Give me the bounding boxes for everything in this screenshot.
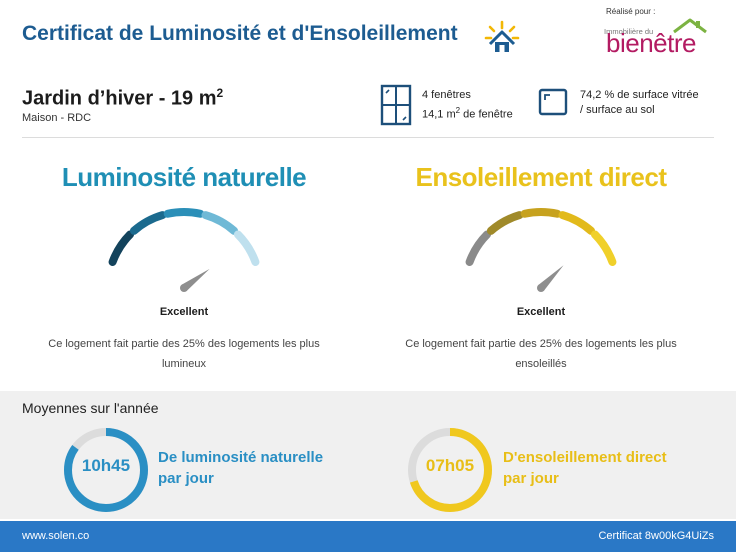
gauge-needle: [181, 268, 210, 292]
surface-ratio: 74,2 % de surface vitrée: [580, 89, 699, 101]
gauge-segment: [201, 211, 239, 235]
luminosity-description: Ce logement fait partie des 25% des loge…: [48, 338, 320, 370]
footer-certificate-id: Certificat 8w00kG4UiZs: [598, 530, 714, 542]
house-roof-icon: [673, 18, 707, 34]
luminosity-label-line2: par jour: [158, 470, 214, 487]
luminosity-ring: [64, 428, 148, 512]
gauge-segment: [520, 208, 562, 218]
brand-small-text: Immobilière du: [604, 27, 654, 36]
yearly-averages: Moyennes sur l'année 10h45 De luminosité…: [0, 391, 736, 519]
page-title: Certificat de Luminosité et d'Ensoleille…: [22, 22, 458, 45]
sunshine-rating: Excellent: [516, 306, 566, 318]
brand-caption: Réalisé pour :: [606, 7, 656, 16]
averages-heading: Moyennes sur l'année: [22, 400, 159, 416]
room-title-text: Jardin d’hiver - 19 m: [22, 87, 217, 110]
luminosity-label-line1: De luminosité naturelle: [158, 449, 324, 466]
luminosity-rating: Excellent: [159, 306, 209, 318]
luminosity-panel: Luminosité naturelle Excellent Ce logeme…: [0, 150, 368, 380]
room-title: Jardin d’hiver - 19 m2: [22, 86, 223, 111]
windows-area-sup: 2: [455, 106, 461, 115]
gauge-segment: [108, 230, 135, 267]
gauge-needle-hub: [537, 284, 545, 292]
window-icon: [380, 84, 412, 126]
luminosity-title: Luminosité naturelle: [61, 162, 307, 192]
luminosity-label: De luminosité naturelle par jour: [158, 447, 323, 489]
sunshine-label-line1: D'ensoleillement direct: [503, 449, 667, 466]
sunshine-ring: [408, 428, 492, 512]
windows-area-value: 14,1 m: [422, 108, 456, 121]
room-info: Jardin d’hiver - 19 m2 Maison - RDC 4 fe…: [0, 76, 736, 138]
gauge-segment: [129, 211, 167, 235]
gauge-segment: [163, 208, 205, 218]
glazed-surface-icon: [538, 88, 568, 116]
sunshine-gauge: [465, 208, 617, 292]
gauge-segment: [590, 230, 617, 267]
footer-website-link[interactable]: www.solen.co: [22, 530, 90, 542]
sunshine-description: Ce logement fait partie des 25% des loge…: [405, 338, 677, 370]
sunshine-label-line2: par jour: [503, 470, 559, 487]
gauge-segment: [558, 211, 596, 235]
gauge-segment: [233, 230, 260, 267]
gauge-segment: [486, 211, 524, 235]
windows-info: 4 fenêtres 14,1 m2 de fenêtre: [422, 88, 513, 123]
surface-ratio-label: / surface au sol: [580, 104, 655, 116]
luminosity-hours: 10h45: [81, 456, 131, 475]
room-subtitle: Maison - RDC: [22, 112, 92, 124]
divider: [22, 137, 714, 138]
windows-area: 14,1 m2 de fenêtre: [422, 103, 513, 123]
ring-progress: [408, 428, 492, 512]
gauge-segment: [465, 230, 492, 267]
brand-logo[interactable]: Immobilière du bienêtre: [604, 18, 718, 64]
sunshine-title: Ensoleillement direct: [415, 162, 667, 192]
luminosity-gauge: [108, 208, 260, 292]
sunshine-panel: Ensoleillement direct Excellent Ce logem…: [357, 150, 725, 380]
gauge-needle: [538, 265, 564, 291]
footer: www.solen.co Certificat 8w00kG4UiZs: [0, 521, 736, 552]
sunshine-label: D'ensoleillement direct par jour: [503, 447, 667, 489]
windows-count: 4 fenêtres: [422, 89, 471, 101]
brand-name: bienêtre: [606, 28, 696, 58]
sun-house-icon: [484, 20, 520, 52]
ring-progress: [64, 428, 148, 512]
header: Certificat de Luminosité et d'Ensoleille…: [0, 0, 736, 72]
sunshine-hours: 07h05: [425, 456, 475, 475]
surface-info: 74,2 % de surface vitrée / surface au so…: [580, 88, 699, 118]
gauge-needle-hub: [180, 284, 188, 292]
room-title-sup: 2: [216, 86, 224, 100]
windows-area-unit: de fenêtre: [460, 108, 513, 121]
